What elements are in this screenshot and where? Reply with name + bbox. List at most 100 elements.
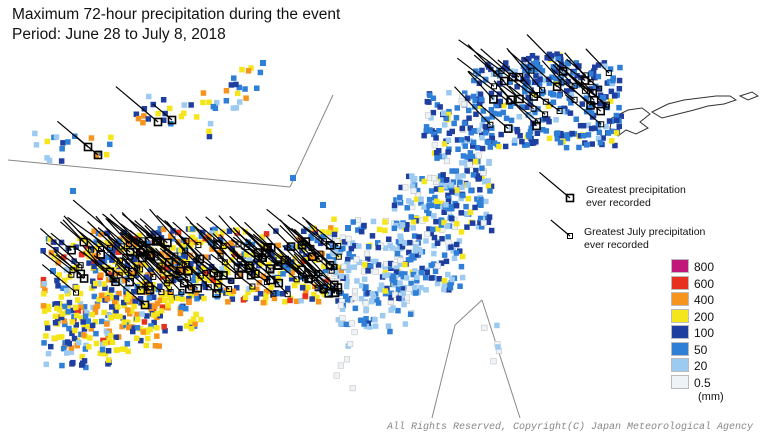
station-square xyxy=(559,108,566,115)
station-square xyxy=(338,267,345,274)
station-square xyxy=(488,183,495,190)
station-square xyxy=(237,273,244,279)
station-square xyxy=(96,296,102,303)
station-square xyxy=(65,303,71,309)
station-square xyxy=(473,111,479,117)
station-square xyxy=(231,75,237,81)
station-square xyxy=(445,111,451,118)
record-leader-line xyxy=(156,214,187,242)
station-square xyxy=(486,160,492,166)
station-square xyxy=(320,234,326,240)
station-square xyxy=(402,184,409,191)
station-square xyxy=(453,202,460,209)
station-square xyxy=(542,115,548,122)
legend-label-20: 20 xyxy=(694,359,708,373)
station-square xyxy=(143,282,149,288)
station-square xyxy=(234,285,240,291)
station-square xyxy=(606,118,613,124)
record-greatest-marker xyxy=(105,267,115,277)
station-square xyxy=(178,304,185,310)
station-square xyxy=(514,84,520,90)
station-square xyxy=(442,184,448,190)
station-square xyxy=(109,339,116,345)
record-july-marker xyxy=(163,244,170,251)
station-square xyxy=(458,263,465,270)
station-square xyxy=(120,315,126,321)
station-square xyxy=(180,243,186,249)
station-square xyxy=(104,296,110,302)
station-square xyxy=(126,293,132,299)
station-square xyxy=(423,238,429,244)
station-square xyxy=(600,135,606,141)
station-square xyxy=(125,307,131,313)
station-square xyxy=(158,308,165,314)
station-square xyxy=(398,261,404,267)
legend-swatch-50 xyxy=(671,341,689,356)
station-square xyxy=(463,203,469,210)
station-square xyxy=(358,228,365,235)
station-square xyxy=(126,324,132,331)
station-square xyxy=(446,90,452,96)
station-square xyxy=(469,220,476,226)
copyright-text: All Rights Reserved, Copyright(C) Japan … xyxy=(386,422,753,433)
station-square xyxy=(93,152,100,159)
station-square xyxy=(561,105,567,112)
record-leader-line xyxy=(219,234,250,267)
station-square xyxy=(99,265,105,272)
station-square xyxy=(595,62,602,68)
station-square xyxy=(59,334,65,340)
station-square xyxy=(60,140,66,146)
station-square xyxy=(305,284,311,291)
station-square xyxy=(448,182,454,188)
station-square xyxy=(569,130,575,137)
station-square xyxy=(60,285,66,291)
kuril-outline-path xyxy=(650,95,738,119)
station-square xyxy=(431,142,438,149)
station-square xyxy=(285,267,291,274)
station-square xyxy=(274,290,280,297)
station-square xyxy=(181,251,187,258)
station-square xyxy=(529,53,536,59)
station-square xyxy=(436,128,442,134)
record-leader-line xyxy=(229,215,267,254)
station-square xyxy=(68,349,75,355)
station-square xyxy=(351,294,358,301)
station-square xyxy=(508,117,515,124)
record-leader-line xyxy=(232,227,264,257)
station-square xyxy=(311,291,317,298)
station-square xyxy=(159,274,166,280)
station-square xyxy=(481,324,488,331)
station-square xyxy=(128,308,135,314)
record-greatest-marker xyxy=(304,274,314,284)
station-square xyxy=(385,323,392,329)
station-square xyxy=(382,269,389,276)
station-square xyxy=(375,300,382,306)
station-square xyxy=(402,321,409,327)
station-square xyxy=(349,240,356,246)
station-square xyxy=(504,65,510,72)
station-square xyxy=(527,62,534,69)
record-leader-line xyxy=(523,57,558,88)
station-square xyxy=(198,233,205,239)
station-square xyxy=(479,131,485,138)
station-square xyxy=(41,291,47,297)
record-july-marker xyxy=(172,252,179,259)
station-square xyxy=(591,73,597,80)
station-square xyxy=(602,63,608,69)
station-square xyxy=(370,218,377,225)
station-square xyxy=(324,277,330,283)
record-july-marker xyxy=(233,263,240,270)
station-square xyxy=(103,254,110,260)
inset-divider-line xyxy=(454,299,483,326)
record-leader-line xyxy=(115,86,159,123)
station-square xyxy=(402,261,408,268)
station-square xyxy=(78,331,84,338)
record-leader-line xyxy=(468,70,510,103)
station-square xyxy=(397,200,404,206)
map-title: Maximum 72-hour precipitation during the… xyxy=(12,6,341,23)
station-square xyxy=(242,294,249,301)
station-square xyxy=(156,230,162,236)
station-square xyxy=(475,224,482,230)
station-square xyxy=(438,187,444,193)
station-square xyxy=(344,261,351,267)
